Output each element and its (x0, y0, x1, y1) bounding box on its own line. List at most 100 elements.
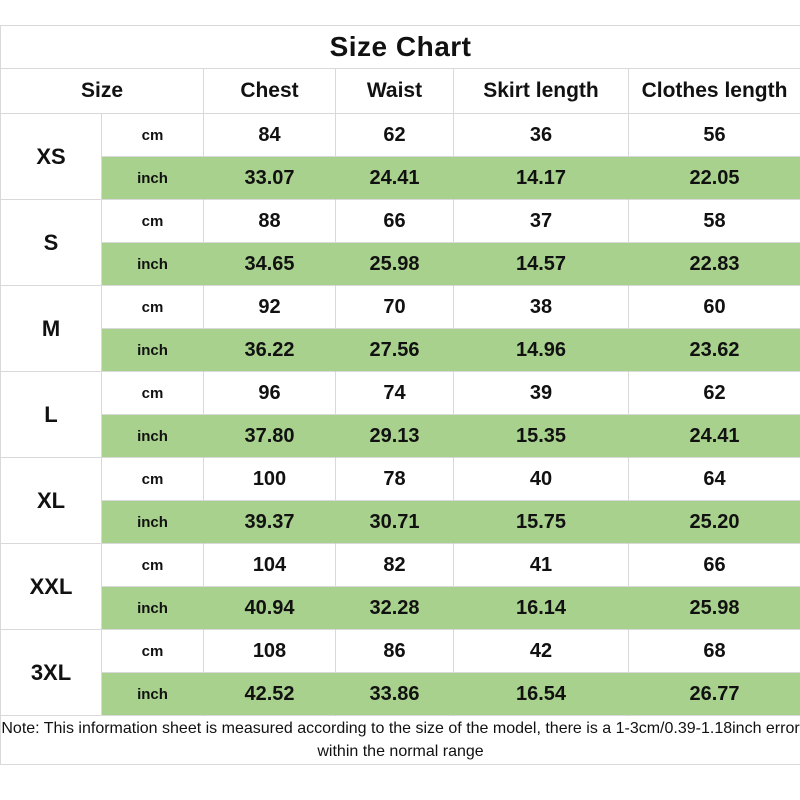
s-inch-clothes-length: 22.83 (629, 243, 800, 286)
xl-cm-chest: 100 (204, 458, 336, 501)
s-cm-chest: 88 (204, 200, 336, 243)
xxl-inch-chest: 40.94 (204, 587, 336, 630)
unit-label-l-cm: cm (102, 372, 204, 415)
xxl-cm-waist: 82 (336, 544, 454, 587)
unit-label-3xl-inch: inch (102, 673, 204, 716)
row-l-inch: inch 37.80 29.13 15.35 24.41 (1, 415, 800, 458)
xl-cm-skirt-length: 40 (454, 458, 629, 501)
xxl-inch-clothes-length: 25.98 (629, 587, 800, 630)
3xl-inch-chest: 42.52 (204, 673, 336, 716)
s-cm-skirt-length: 37 (454, 200, 629, 243)
row-xs-cm: XS cm 84 62 36 56 (1, 114, 800, 200)
3xl-cm-clothes-length: 68 (629, 630, 800, 673)
unit-label-m-inch: inch (102, 329, 204, 372)
l-cm-skirt-length: 39 (454, 372, 629, 415)
size-label-m: M (1, 286, 102, 372)
xl-inch-clothes-length: 25.20 (629, 501, 800, 544)
xs-cm-waist: 62 (336, 114, 454, 157)
size-label-l: L (1, 372, 102, 458)
m-cm-clothes-length: 60 (629, 286, 800, 329)
unit-label-xs-cm: cm (102, 114, 204, 157)
row-m-inch: inch 36.22 27.56 14.96 23.62 (1, 329, 800, 372)
m-inch-skirt-length: 14.96 (454, 329, 629, 372)
size-label-xs: XS (1, 114, 102, 200)
l-cm-clothes-length: 62 (629, 372, 800, 415)
column-header-clothes-length: Clothes length (629, 69, 800, 114)
3xl-cm-waist: 86 (336, 630, 454, 673)
l-inch-waist: 29.13 (336, 415, 454, 458)
table-footer: Note: This information sheet is measured… (1, 716, 800, 765)
row-xs-inch: inch 33.07 24.41 14.17 22.05 (1, 157, 800, 200)
xl-cm-waist: 78 (336, 458, 454, 501)
3xl-inch-skirt-length: 16.54 (454, 673, 629, 716)
xxl-cm-clothes-length: 66 (629, 544, 800, 587)
measurement-note: Note: This information sheet is measured… (1, 716, 800, 765)
l-inch-chest: 37.80 (204, 415, 336, 458)
xs-inch-waist: 24.41 (336, 157, 454, 200)
l-inch-clothes-length: 24.41 (629, 415, 800, 458)
row-3xl-inch: inch 42.52 33.86 16.54 26.77 (1, 673, 800, 716)
l-cm-chest: 96 (204, 372, 336, 415)
xs-cm-chest: 84 (204, 114, 336, 157)
top-spacer (0, 0, 800, 25)
xl-inch-waist: 30.71 (336, 501, 454, 544)
unit-label-m-cm: cm (102, 286, 204, 329)
xl-cm-clothes-length: 64 (629, 458, 800, 501)
size-label-xl: XL (1, 458, 102, 544)
unit-label-xxl-cm: cm (102, 544, 204, 587)
xs-inch-clothes-length: 22.05 (629, 157, 800, 200)
header-row: Size Chest Waist Skirt length Clothes le… (1, 69, 800, 114)
s-inch-skirt-length: 14.57 (454, 243, 629, 286)
xxl-inch-skirt-length: 16.14 (454, 587, 629, 630)
3xl-cm-skirt-length: 42 (454, 630, 629, 673)
3xl-inch-clothes-length: 26.77 (629, 673, 800, 716)
row-3xl-cm: 3XL cm 108 86 42 68 (1, 630, 800, 716)
3xl-cm-chest: 108 (204, 630, 336, 673)
m-inch-clothes-length: 23.62 (629, 329, 800, 372)
s-cm-clothes-length: 58 (629, 200, 800, 243)
xl-inch-chest: 39.37 (204, 501, 336, 544)
m-cm-skirt-length: 38 (454, 286, 629, 329)
xs-inch-chest: 33.07 (204, 157, 336, 200)
unit-label-3xl-cm: cm (102, 630, 204, 673)
size-label-xxl: XXL (1, 544, 102, 630)
s-cm-waist: 66 (336, 200, 454, 243)
m-cm-waist: 70 (336, 286, 454, 329)
row-s-inch: inch 34.65 25.98 14.57 22.83 (1, 243, 800, 286)
title-row: Size Chart (1, 26, 800, 69)
unit-label-s-inch: inch (102, 243, 204, 286)
column-header-waist: Waist (336, 69, 454, 114)
xxl-cm-chest: 104 (204, 544, 336, 587)
s-inch-chest: 34.65 (204, 243, 336, 286)
column-header-skirt-length: Skirt length (454, 69, 629, 114)
xs-cm-clothes-length: 56 (629, 114, 800, 157)
s-inch-waist: 25.98 (336, 243, 454, 286)
row-xl-cm: XL cm 100 78 40 64 (1, 458, 800, 544)
xs-inch-skirt-length: 14.17 (454, 157, 629, 200)
unit-label-xxl-inch: inch (102, 587, 204, 630)
xs-cm-skirt-length: 36 (454, 114, 629, 157)
m-inch-chest: 36.22 (204, 329, 336, 372)
m-cm-chest: 92 (204, 286, 336, 329)
unit-label-xs-inch: inch (102, 157, 204, 200)
m-inch-waist: 27.56 (336, 329, 454, 372)
unit-label-xl-inch: inch (102, 501, 204, 544)
xxl-inch-waist: 32.28 (336, 587, 454, 630)
column-header-chest: Chest (204, 69, 336, 114)
3xl-inch-waist: 33.86 (336, 673, 454, 716)
unit-label-l-inch: inch (102, 415, 204, 458)
unit-label-s-cm: cm (102, 200, 204, 243)
xl-inch-skirt-length: 15.75 (454, 501, 629, 544)
unit-label-xl-cm: cm (102, 458, 204, 501)
chart-title: Size Chart (1, 26, 800, 69)
row-xxl-inch: inch 40.94 32.28 16.14 25.98 (1, 587, 800, 630)
note-row: Note: This information sheet is measured… (1, 716, 800, 765)
column-header-size: Size (1, 69, 204, 114)
size-label-3xl: 3XL (1, 630, 102, 716)
size-label-s: S (1, 200, 102, 286)
